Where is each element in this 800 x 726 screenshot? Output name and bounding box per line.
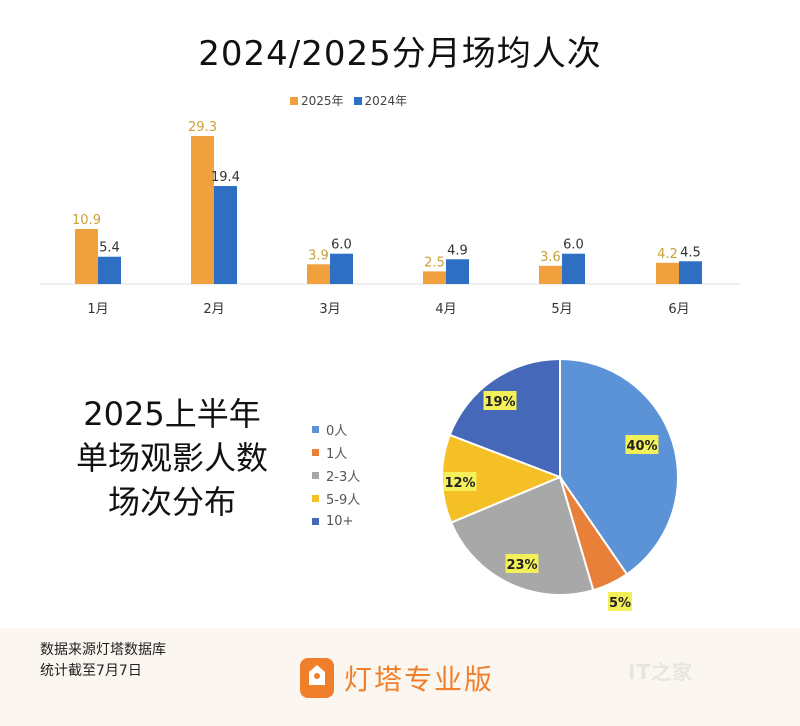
x-tick-label: 3月 <box>319 302 340 317</box>
bar-2025年-3月 <box>307 264 330 284</box>
data-label-2024年-6月: 4.5 <box>680 245 701 260</box>
pie-title-line-3: 场次分布 <box>107 483 236 521</box>
data-label-2025年-6月: 4.2 <box>657 247 678 262</box>
pie-legend-swatch <box>312 518 319 525</box>
pie-legend-label: 2-3人 <box>326 470 361 485</box>
pie-data-label-5-9人: 12% <box>444 476 475 491</box>
legend-label-2025: 2025年 <box>301 94 344 108</box>
pie-title-line-1: 2025上半年 <box>83 395 261 433</box>
bar-2025年-1月 <box>75 228 98 284</box>
bar-2024年-5月 <box>562 253 585 284</box>
pie-legend-item: 2-3人 <box>312 464 360 487</box>
bar-2024年-4月 <box>446 259 469 284</box>
data-label-2025年-2月: 29.3 <box>188 120 217 135</box>
watermark: IT之家 <box>628 660 694 684</box>
data-label-2025年-1月: 10.9 <box>72 213 101 228</box>
legend-item-2025: 2025年 <box>290 92 344 109</box>
source-line-1: 数据来源灯塔数据库 <box>40 642 166 658</box>
bar-2025年-6月 <box>656 262 679 284</box>
pie-label-bg <box>443 472 477 491</box>
data-label-2024年-3月: 6.0 <box>331 238 352 253</box>
bar-2024年-2月 <box>214 186 237 284</box>
x-tick-label: 1月 <box>87 302 108 317</box>
pie-data-label-10+: 19% <box>484 395 515 410</box>
data-label-2025年-5月: 3.6 <box>540 250 561 265</box>
bar-legend: 2025年 2024年 <box>290 92 407 109</box>
pie-legend-swatch <box>312 426 319 433</box>
bar-2025年-2月 <box>191 136 214 284</box>
legend-swatch-2025 <box>290 96 298 105</box>
pie-legend-item: 1人 <box>312 441 360 464</box>
pie-data-label-0人: 40% <box>626 439 657 454</box>
brand-name: 灯塔专业版 <box>344 663 495 696</box>
source-line-2: 统计截至7月7日 <box>40 663 142 679</box>
pie-legend-item: 5-9人 <box>312 487 360 510</box>
bar-2025年-4月 <box>423 271 446 284</box>
legend-item-2024: 2024年 <box>353 92 408 109</box>
pie-slice-0人 <box>559 357 679 576</box>
bar-2024年-1月 <box>98 256 121 284</box>
data-label-2024年-4月: 4.9 <box>447 243 468 258</box>
pie-label-bg <box>625 435 659 454</box>
pie-slice-5-9人 <box>441 433 563 524</box>
pie-label-bg <box>483 391 517 410</box>
x-tick-label: 5月 <box>551 302 572 317</box>
pie-legend-item: 0人 <box>312 418 360 441</box>
footer: 数据来源灯塔数据库 统计截至7月7日 灯塔专业版 IT之家 <box>0 628 800 726</box>
bar-2024年-6月 <box>679 261 702 284</box>
pie-label-bg <box>505 554 539 573</box>
x-tick-label: 2月 <box>203 302 224 317</box>
brand-logo: 灯塔专业版 <box>300 658 494 698</box>
lighthouse-icon <box>300 658 334 698</box>
pie-legend-swatch <box>312 472 319 479</box>
pie-title-line-2: 单场观影人数 <box>75 439 268 477</box>
distribution-pie-chart: 40% 5% 23% 12% 19% <box>441 357 679 611</box>
pie-slice-10+ <box>448 357 561 479</box>
pie-legend-swatch <box>312 449 319 456</box>
pie-legend-item: 10+ <box>312 510 360 533</box>
data-label-2025年-3月: 3.9 <box>308 248 329 263</box>
legend-label-2024: 2024年 <box>364 94 408 108</box>
pie-legend: 0人 1人 2-3人 5-9人 10+ <box>312 418 360 533</box>
x-tick-label: 6月 <box>668 302 689 317</box>
data-label-2024年-2月: 19.4 <box>211 170 240 185</box>
bar-2025年-5月 <box>539 265 562 284</box>
pie-legend-label: 10+ <box>326 514 354 529</box>
pie-data-label-2-3人: 23% <box>506 558 537 573</box>
pie-legend-label: 0人 <box>326 424 348 439</box>
x-tick-label: 4月 <box>435 302 456 317</box>
pie-data-label-1人: 5% <box>609 596 631 611</box>
data-label-2024年-5月: 6.0 <box>563 238 584 253</box>
monthly-bar-chart: 10.95.41月29.319.42月3.96.03月2.54.94月3.66.… <box>40 120 740 317</box>
pie-slice-2-3人 <box>449 475 595 596</box>
pie-legend-label: 1人 <box>326 447 348 462</box>
bar-2024年-3月 <box>330 253 353 284</box>
data-label-2025年-4月: 2.5 <box>424 255 445 270</box>
legend-swatch-2024 <box>353 96 362 105</box>
pie-title: 2025上半年 单场观影人数 场次分布 <box>52 392 292 524</box>
data-source-note: 数据来源灯塔数据库 统计截至7月7日 <box>40 640 166 682</box>
data-label-2024年-1月: 5.4 <box>99 241 120 256</box>
pie-legend-swatch <box>312 495 319 502</box>
chart-title: 2024/2025分月场均人次 <box>198 34 602 74</box>
pie-legend-label: 5-9人 <box>326 493 361 508</box>
pie-label-bg <box>608 592 632 611</box>
